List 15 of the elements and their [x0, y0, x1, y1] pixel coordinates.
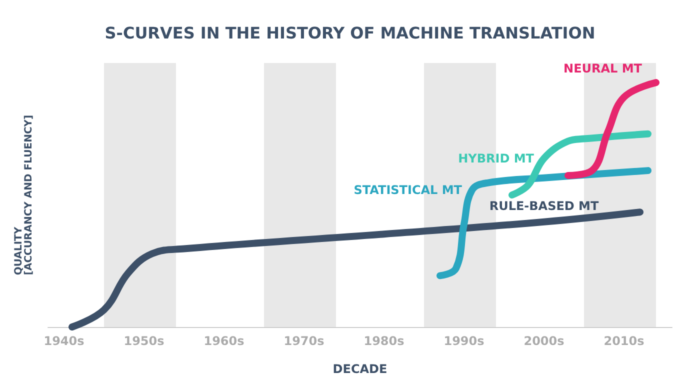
x-tick-label: 1980s: [364, 334, 404, 348]
x-tick-label: 1960s: [204, 334, 244, 348]
series-label: STATISTICAL MT: [354, 183, 463, 198]
series-label: HYBRID MT: [458, 151, 535, 166]
x-axis-title: DECADE: [332, 362, 388, 376]
x-tick-label: 1950s: [124, 334, 164, 348]
series-label: NEURAL MT: [564, 62, 643, 76]
x-tick-label: 1940s: [44, 334, 84, 348]
x-tick-label: 1970s: [284, 334, 324, 348]
y-axis-title: QUALITY [ACCURANCY AND FLUENCY]: [14, 114, 34, 276]
x-tick-label: 1990s: [444, 334, 484, 348]
series-label: RULE-BASED MT: [489, 198, 600, 213]
x-tick-label: 2010s: [604, 334, 644, 348]
chart-title: S-CURVES IN THE HISTORY OF MACHINE TRANSLATION: [104, 24, 596, 42]
x-tick-label: 2000s: [524, 334, 564, 348]
